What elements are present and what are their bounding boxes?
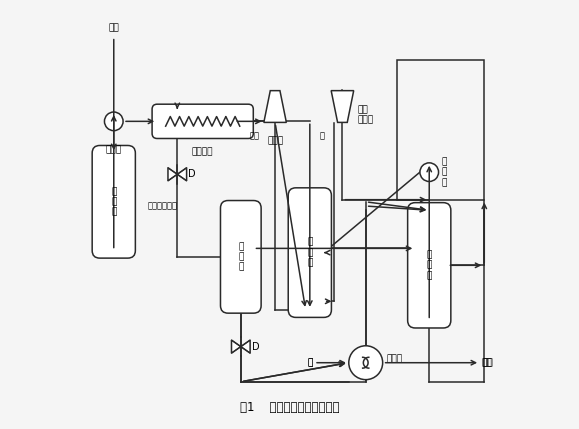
Text: D: D [188,169,196,179]
FancyBboxPatch shape [152,104,253,139]
Text: 废水: 废水 [108,24,119,33]
Text: 循
环
泵: 循 环 泵 [442,157,448,187]
Text: 分
离
器: 分 离 器 [427,251,432,280]
Text: 空气: 空气 [250,132,260,141]
Polygon shape [177,168,186,181]
Polygon shape [264,91,287,122]
FancyBboxPatch shape [408,202,451,328]
Circle shape [420,163,438,181]
Circle shape [104,112,123,131]
Text: 再沸器: 再沸器 [386,354,402,363]
Text: 已氧化的液体: 已氧化的液体 [148,202,178,211]
Text: 热交换器: 热交换器 [192,147,214,156]
Text: 反
应
器: 反 应 器 [307,238,313,268]
Text: 废: 废 [319,132,324,141]
FancyBboxPatch shape [288,188,331,317]
Text: 高压泵: 高压泵 [106,145,122,154]
Polygon shape [168,168,177,181]
Text: D: D [252,341,259,352]
Text: 蒸汽: 蒸汽 [482,358,493,367]
Text: 蒸汽: 蒸汽 [481,358,492,367]
Text: 空压机: 空压机 [267,136,283,145]
Polygon shape [232,340,241,353]
Text: 贮
存
罐: 贮 存 罐 [111,187,116,217]
Text: 水: 水 [307,358,313,367]
Text: 分
离
器: 分 离 器 [238,242,244,272]
FancyBboxPatch shape [221,200,261,313]
Polygon shape [241,340,250,353]
Polygon shape [331,91,354,122]
Text: 涡轮
膨胀器: 涡轮 膨胀器 [357,105,373,125]
Circle shape [349,346,383,380]
Text: 图1    湿式氧化系统工艺流程: 图1 湿式氧化系统工艺流程 [240,401,339,414]
Text: 水: 水 [307,358,313,367]
FancyBboxPatch shape [92,145,135,258]
